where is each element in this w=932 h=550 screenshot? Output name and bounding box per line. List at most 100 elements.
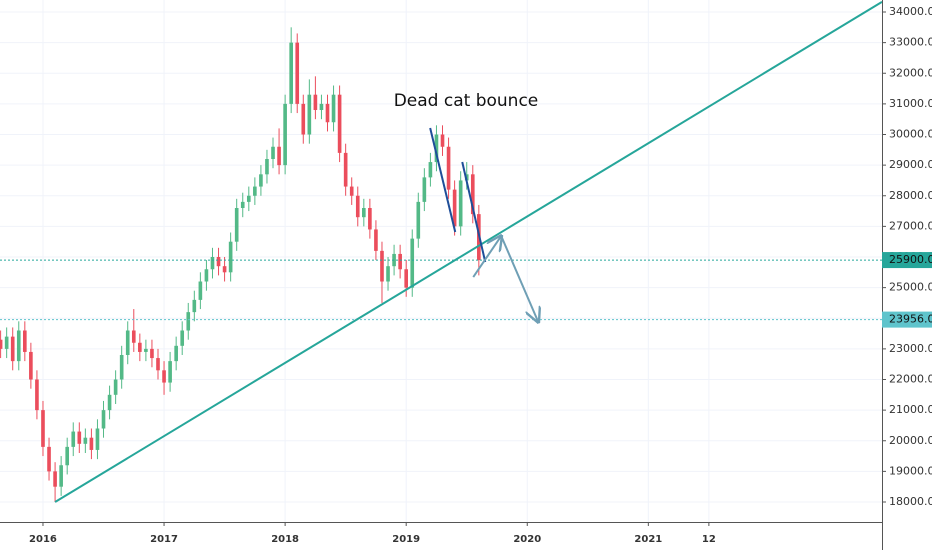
drawing-line bbox=[429, 127, 457, 233]
candle-body bbox=[119, 355, 124, 380]
candle-body bbox=[0, 339, 3, 349]
candle-body bbox=[71, 431, 76, 447]
drawing-line bbox=[461, 161, 487, 263]
x-tick-label: 12 bbox=[702, 534, 716, 545]
candle-body bbox=[265, 159, 269, 175]
price-label: 23956.0 bbox=[889, 313, 932, 326]
candle-body bbox=[277, 146, 281, 166]
candle-body bbox=[162, 370, 166, 383]
y-tick-label: 23000.0 bbox=[889, 342, 932, 355]
y-tick-label: 21000.0 bbox=[889, 403, 932, 416]
candle-body bbox=[392, 253, 396, 267]
candle-body bbox=[210, 257, 215, 270]
candle-body bbox=[156, 358, 160, 371]
candle-body bbox=[446, 146, 451, 190]
candle-body bbox=[53, 471, 57, 487]
candle-body bbox=[246, 195, 251, 202]
candle-body bbox=[428, 162, 433, 178]
candle-body bbox=[150, 348, 154, 359]
x-tick-label: 2017 bbox=[150, 534, 178, 545]
y-tick-label: 25000.0 bbox=[889, 281, 932, 294]
candle-body bbox=[325, 103, 330, 123]
x-tick-label: 2019 bbox=[392, 534, 420, 545]
candle-body bbox=[253, 186, 257, 196]
price-label-box bbox=[882, 311, 932, 328]
candle-body bbox=[355, 195, 360, 218]
candle-body bbox=[404, 269, 409, 288]
candle-body bbox=[240, 201, 245, 209]
candle-body bbox=[319, 103, 324, 111]
candle-body bbox=[440, 134, 445, 147]
candle-body bbox=[77, 431, 82, 444]
candle-body bbox=[107, 394, 112, 411]
x-tick-label: 2016 bbox=[29, 534, 57, 545]
annotation: Dead cat bounce bbox=[394, 91, 539, 111]
candle-body bbox=[228, 241, 233, 273]
y-tick-label: 34000.0 bbox=[889, 5, 932, 18]
y-tick-label: 29000.0 bbox=[889, 158, 932, 171]
candle-body bbox=[186, 312, 191, 331]
candle-body bbox=[337, 94, 342, 153]
candle-body bbox=[101, 410, 106, 429]
candle-body bbox=[65, 446, 70, 466]
candle-body bbox=[343, 152, 348, 187]
candle-body bbox=[95, 428, 100, 450]
candle-body bbox=[301, 103, 306, 135]
x-tick-label: 2021 bbox=[634, 534, 662, 545]
y-tick-label: 22000.0 bbox=[889, 373, 932, 386]
candle-body bbox=[295, 42, 300, 104]
candle-body bbox=[168, 361, 172, 383]
x-tick-label: 2018 bbox=[271, 534, 299, 545]
candle-body bbox=[374, 229, 378, 251]
candle-body bbox=[216, 257, 221, 267]
candle-body bbox=[180, 330, 185, 346]
candle-body bbox=[307, 94, 312, 135]
candle-body bbox=[174, 345, 178, 362]
candle-body bbox=[23, 330, 27, 352]
candle-body bbox=[198, 281, 203, 300]
drawing-line bbox=[472, 236, 501, 278]
candle-body bbox=[83, 437, 88, 444]
candle-body bbox=[416, 201, 421, 239]
candle-body bbox=[380, 250, 384, 282]
axes: 18000.0 19000.0 20000.0 21000.0 22000.0 23000… bbox=[29, 5, 932, 545]
candle-body bbox=[144, 348, 148, 352]
price-label-box bbox=[882, 252, 932, 269]
candle-body bbox=[131, 330, 136, 343]
plot bbox=[0, 1, 883, 503]
candle-body bbox=[422, 177, 427, 202]
candle-body bbox=[458, 180, 463, 227]
candle-body bbox=[368, 208, 372, 230]
price-label: 25900.0 bbox=[889, 253, 932, 266]
candle-body bbox=[138, 342, 142, 352]
candle-body bbox=[386, 266, 390, 282]
candle-body bbox=[89, 437, 94, 450]
candle-body bbox=[47, 446, 51, 472]
y-tick-label: 31000.0 bbox=[889, 97, 932, 110]
candle-body bbox=[398, 253, 402, 270]
y-tick-label: 27000.0 bbox=[889, 219, 932, 232]
candle-body bbox=[331, 94, 336, 123]
candle-body bbox=[59, 465, 63, 487]
candle-body bbox=[470, 174, 475, 215]
candle-body bbox=[29, 351, 33, 380]
candle-body bbox=[4, 336, 9, 349]
candle-body bbox=[349, 186, 354, 196]
candle-body bbox=[410, 238, 415, 288]
candle-body bbox=[259, 174, 263, 187]
candle-body bbox=[204, 269, 209, 282]
candle-body bbox=[313, 94, 318, 111]
y-tick-label: 19000.0 bbox=[889, 464, 932, 477]
candle-body bbox=[192, 299, 197, 313]
candle-body bbox=[289, 42, 293, 104]
candle-body bbox=[35, 379, 39, 411]
candle-body bbox=[362, 208, 366, 218]
candle-body bbox=[41, 410, 45, 447]
y-tick-label: 20000.0 bbox=[889, 434, 932, 447]
candle-body bbox=[222, 266, 227, 273]
x-tick-label: 2020 bbox=[513, 534, 541, 545]
y-tick-label: 32000.0 bbox=[889, 66, 932, 79]
candle-body bbox=[271, 146, 275, 160]
